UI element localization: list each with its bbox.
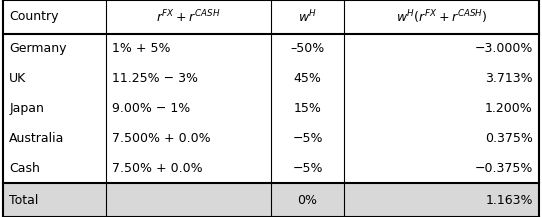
Text: 7.50% + 0.0%: 7.50% + 0.0%	[112, 162, 203, 175]
Bar	[3, 183, 539, 217]
Text: −3.000%: −3.000%	[474, 42, 533, 55]
Text: 11.25% − 3%: 11.25% − 3%	[112, 72, 198, 85]
Text: $w^H(r^{FX} + r^{CASH})$: $w^H(r^{FX} + r^{CASH})$	[396, 8, 487, 26]
Text: 0.375%: 0.375%	[485, 132, 533, 145]
Text: 7.500% + 0.0%: 7.500% + 0.0%	[112, 132, 211, 145]
Text: –50%: –50%	[291, 42, 325, 55]
Text: 0%: 0%	[298, 194, 318, 207]
Text: 3.713%: 3.713%	[485, 72, 533, 85]
Text: −5%: −5%	[292, 132, 323, 145]
Text: Japan: Japan	[9, 102, 44, 115]
Bar	[3, 0, 539, 34]
Text: Country: Country	[9, 10, 59, 23]
Text: 1.163%: 1.163%	[485, 194, 533, 207]
Text: Germany: Germany	[9, 42, 67, 55]
Text: 1.200%: 1.200%	[485, 102, 533, 115]
Text: 9.00% − 1%: 9.00% − 1%	[112, 102, 190, 115]
Text: 45%: 45%	[294, 72, 321, 85]
Text: Cash: Cash	[9, 162, 40, 175]
Text: $r^{FX} + r^{CASH}$: $r^{FX} + r^{CASH}$	[156, 8, 221, 25]
Text: $w^H$: $w^H$	[298, 8, 317, 25]
Text: 15%: 15%	[294, 102, 321, 115]
Text: UK: UK	[9, 72, 27, 85]
Text: −0.375%: −0.375%	[474, 162, 533, 175]
Bar	[3, 34, 539, 183]
Text: 1% + 5%: 1% + 5%	[112, 42, 171, 55]
Text: Australia: Australia	[9, 132, 64, 145]
Text: −5%: −5%	[292, 162, 323, 175]
Text: Total: Total	[9, 194, 38, 207]
